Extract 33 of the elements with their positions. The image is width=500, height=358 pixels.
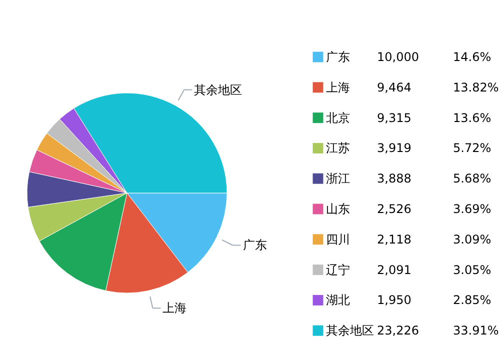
slice-label: 其余地区 [194,82,242,97]
text: 13.82% [453,80,499,94]
text: 3.05% [453,262,492,277]
text: 3.09% [453,232,492,246]
legend-label: 上海 [326,80,350,94]
data-label: 10,000 [377,50,419,64]
text: 14.6% [453,50,492,64]
text: 13.6% [453,110,492,125]
legend-label: 湖北 [326,293,350,308]
data-label: 1,950 [377,293,412,308]
legend-label: 江苏 [326,141,350,156]
legend-label: 山东 [326,202,350,216]
data-label: 3,888 [377,172,412,186]
data-label: 2,118 [377,232,412,246]
text: 3.69% [453,202,492,216]
data-label: 2,526 [377,202,412,216]
text: 5.68% [453,172,492,186]
data-label: 2,091 [377,262,412,277]
legend-label: 北京 [326,110,350,125]
legend-label: 其余地区 [326,324,374,338]
slice-label: 上海 [162,301,187,316]
data-label: 9,315 [377,110,412,125]
data-label: 3,919 [377,141,412,156]
legend-label: 浙江 [326,172,350,186]
slice-label: 广东 [242,238,267,252]
text: 33.91% [453,324,499,338]
data-label: 9,464 [377,80,412,94]
legend-label: 四川 [326,232,350,246]
text: 5.72% [453,141,492,156]
legend-label: 广东 [326,50,350,64]
legend-label: 辽宁 [326,262,350,277]
data-label: 23,226 [377,324,419,338]
text: 2.85% [453,293,492,308]
